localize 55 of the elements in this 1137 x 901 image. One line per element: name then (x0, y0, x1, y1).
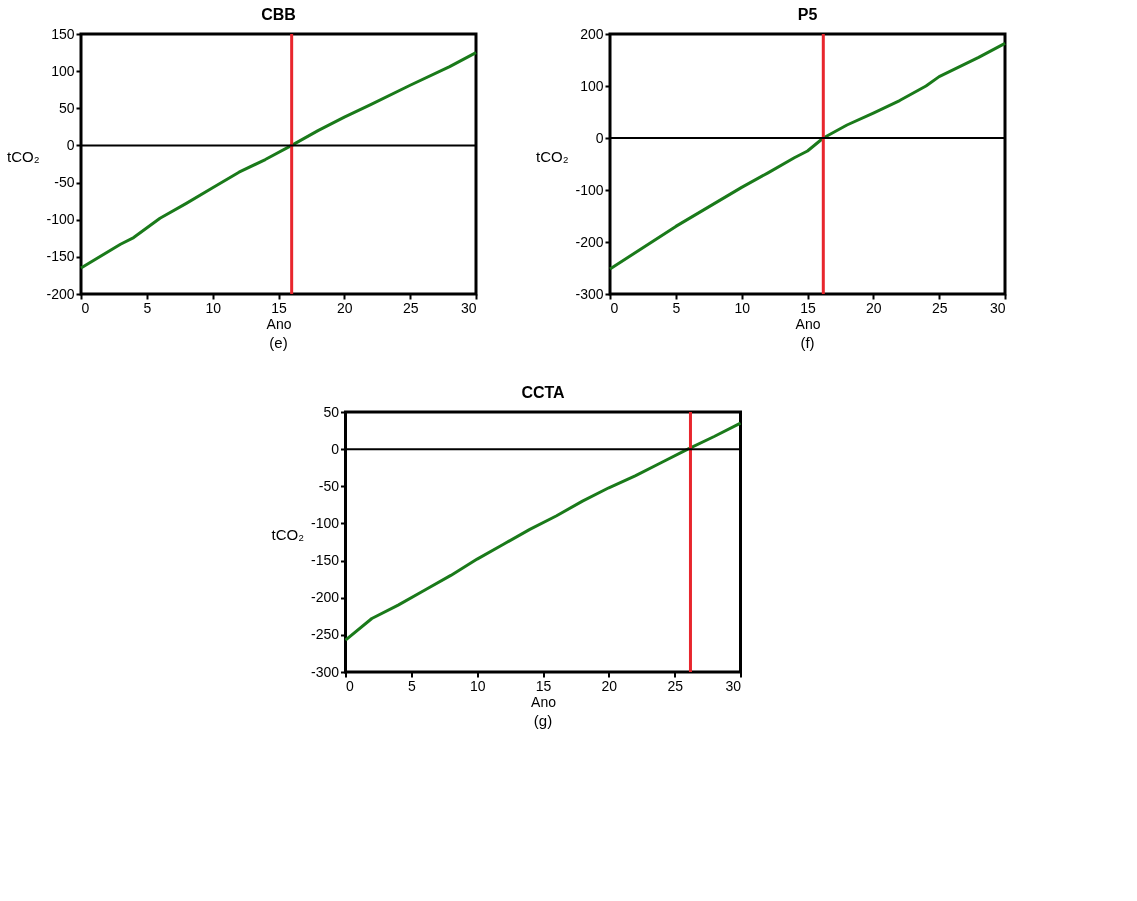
x-tick-label: 0 (346, 677, 354, 694)
x-tick-label: 10 (205, 299, 222, 316)
y-tick-label: 150 (51, 25, 75, 42)
x-tick-label: 30 (989, 299, 1006, 316)
text: (e) (269, 334, 288, 351)
x-tick-label: 30 (725, 677, 742, 694)
y-tick-label: 50 (323, 403, 340, 420)
y-tick-label: 200 (580, 25, 604, 42)
x-tick-label: 20 (337, 299, 353, 316)
x-tick-label: 5 (407, 677, 416, 694)
x-tick-label: 25 (667, 677, 684, 694)
y-tick-label: -100 (575, 181, 604, 198)
text: (f) (800, 334, 815, 351)
text: (g) (533, 712, 553, 729)
x-tick-label: 15 (800, 299, 816, 316)
x-axis-title: Ano (266, 315, 292, 332)
y-tick-label: -150 (46, 248, 75, 265)
y-tick-label: -150 (310, 552, 340, 569)
x-tick-label: 5 (672, 299, 681, 316)
x-tick-label: 20 (866, 299, 882, 316)
y-axis-title: tCO₂ (7, 147, 40, 165)
y-tick-label: 100 (580, 77, 604, 94)
y-tick-label: -300 (310, 663, 340, 680)
y-tick-label: 0 (66, 136, 75, 153)
y-axis-title: tCO₂ (271, 525, 305, 543)
chart-title: P5 (797, 6, 818, 23)
x-tick-label: 25 (931, 299, 948, 316)
x-tick-label: 15 (271, 299, 287, 316)
x-axis-title: Ano (795, 315, 821, 332)
x-tick-label: 10 (734, 299, 751, 316)
x-axis-title: Ano (531, 693, 557, 710)
x-tick-label: 10 (469, 677, 486, 694)
x-tick-label: 5 (143, 299, 152, 316)
x-tick-label: 0 (610, 299, 619, 316)
y-tick-label: -100 (310, 514, 340, 531)
y-tick-label: -300 (575, 285, 604, 302)
y-tick-label: 0 (331, 440, 340, 457)
x-tick-label: 25 (402, 299, 419, 316)
x-tick-label: 0 (81, 299, 90, 316)
y-tick-label: -100 (46, 211, 75, 228)
y-tick-label: -200 (310, 589, 340, 606)
y-tick-label: -50 (54, 174, 75, 191)
y-axis-title: tCO₂ (536, 147, 569, 165)
x-tick-label: 15 (535, 677, 552, 694)
y-tick-label: 100 (51, 62, 75, 79)
x-tick-label: 30 (460, 299, 477, 316)
y-tick-label: -50 (318, 477, 340, 494)
y-tick-label: -200 (575, 233, 604, 250)
y-tick-label: 50 (58, 99, 75, 116)
y-tick-label: -250 (310, 626, 340, 643)
y-tick-label: 0 (595, 129, 604, 146)
x-tick-label: 20 (601, 677, 618, 694)
chart-title: CCTA (521, 384, 566, 401)
y-tick-label: -200 (46, 285, 75, 302)
chart-title: CBB (261, 6, 296, 23)
